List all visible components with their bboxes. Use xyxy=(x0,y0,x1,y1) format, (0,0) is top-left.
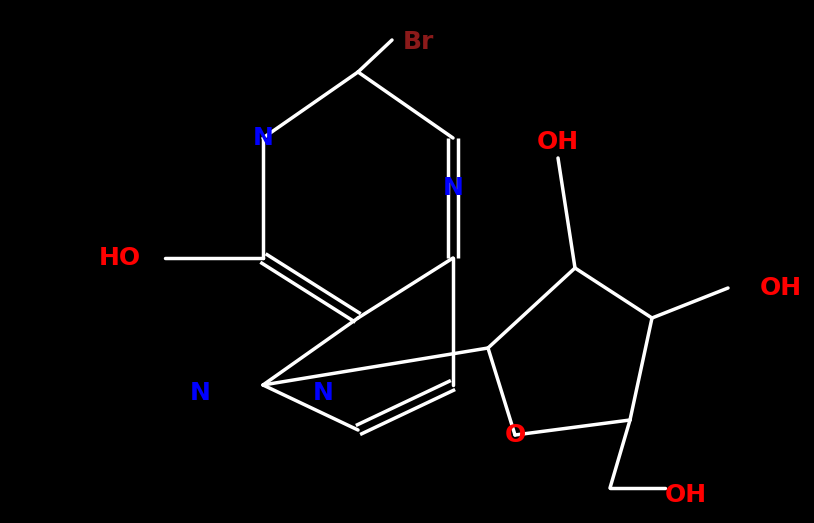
Text: HO: HO xyxy=(99,246,141,270)
Text: N: N xyxy=(313,381,334,405)
Text: N: N xyxy=(190,381,211,405)
Text: OH: OH xyxy=(760,276,802,300)
Text: N: N xyxy=(252,126,274,150)
Text: OH: OH xyxy=(537,130,579,154)
Text: N: N xyxy=(443,176,463,200)
Text: Br: Br xyxy=(403,30,435,54)
Text: O: O xyxy=(505,423,526,447)
Text: OH: OH xyxy=(665,483,707,507)
